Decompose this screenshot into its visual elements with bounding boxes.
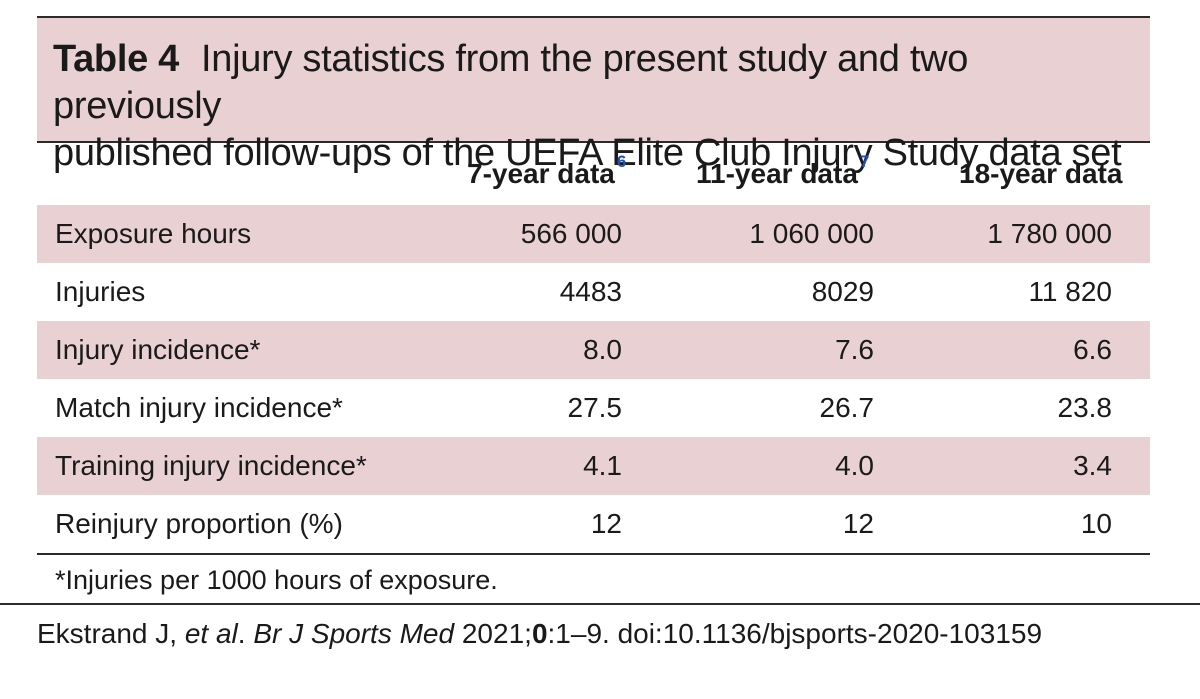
table-row: Injuries 4483 8029 11 820 <box>37 263 1150 321</box>
caption-line-2: published follow-ups of the UEFA Elite C… <box>53 132 1122 174</box>
top-rule <box>37 16 1150 18</box>
citation-volume: 0 <box>531 618 548 649</box>
citation-rule <box>0 603 1200 605</box>
citation-journal: Br J Sports Med <box>253 618 455 649</box>
citation-doi: :1–9. doi:10.1136/bjsports-2020-103159 <box>547 618 1043 649</box>
table-cell: 1 060 000 <box>692 204 947 263</box>
citation-year: 2021; <box>454 618 532 649</box>
citation: Ekstrand J, et al. Br J Sports Med 2021;… <box>37 618 1043 649</box>
table-cell: 1 780 000 <box>947 204 1150 263</box>
row-label: Injuries <box>55 275 146 307</box>
row-label: Injury incidence* <box>37 320 451 379</box>
row-label: Reinjury proportion (%) <box>55 507 343 539</box>
table-row: Match injury incidence* 27.5 26.7 23.8 <box>37 379 1150 437</box>
table-cell: 4.1 <box>451 436 692 495</box>
header-row: 7-year data 6 11-year data 7 18-year data <box>37 143 1150 205</box>
table-cell: 12 <box>590 507 622 539</box>
row-label: Match injury incidence* <box>55 391 343 423</box>
bottom-rule <box>37 552 1150 555</box>
table-cell: 8.0 <box>451 320 692 379</box>
row-label: Training injury incidence* <box>37 436 451 495</box>
caption-line-1: Injury statistics from the present study… <box>53 38 969 127</box>
table-cell: 6.6 <box>947 320 1150 379</box>
table-cell: 4.0 <box>692 436 947 495</box>
table-row: Reinjury proportion (%) 12 12 10 <box>37 495 1150 553</box>
reference-link-6[interactable]: 6 <box>616 151 627 171</box>
table-row: Exposure hours 566 000 1 060 000 1 780 000 <box>37 204 1150 263</box>
table-block: Table 4 Injury statistics from the presen… <box>37 16 1150 596</box>
header-7-year: 7-year data 6 <box>467 151 627 189</box>
table-cell: 23.8 <box>1057 391 1113 423</box>
table-cell: 8029 <box>811 275 874 307</box>
table-caption: Table 4 Injury statistics from the presen… <box>37 18 1150 174</box>
header-11-year: 11-year data 7 <box>696 151 870 189</box>
row-label: Exposure hours <box>37 204 451 263</box>
table-cell: 10 <box>1080 507 1112 539</box>
table-footnote: *Injuries per 1000 hours of exposure. <box>55 564 498 595</box>
header-18-year: 18-year data <box>959 157 1123 189</box>
table-label: Table 4 <box>53 38 180 80</box>
table-cell: 4483 <box>559 275 622 307</box>
table-row: Injury incidence* 8.0 7.6 6.6 <box>37 320 1150 379</box>
table-cell: 566 000 <box>451 204 692 263</box>
table-cell: 27.5 <box>567 391 623 423</box>
data-table: 7-year data 6 11-year data 7 18-year data … <box>37 143 1150 553</box>
table-cell: 3.4 <box>947 436 1150 495</box>
reference-link-7[interactable]: 7 <box>859 151 870 171</box>
table-cell: 26.7 <box>819 391 875 423</box>
citation-authors: Ekstrand J, <box>37 618 185 649</box>
table-row: Training injury incidence* 4.1 4.0 3.4 <box>37 436 1150 495</box>
table-cell: 11 820 <box>1028 275 1112 307</box>
caption-rule <box>37 141 1150 143</box>
citation-etal: et al <box>184 618 238 649</box>
table-cell: 7.6 <box>692 320 947 379</box>
table-cell: 12 <box>842 507 874 539</box>
